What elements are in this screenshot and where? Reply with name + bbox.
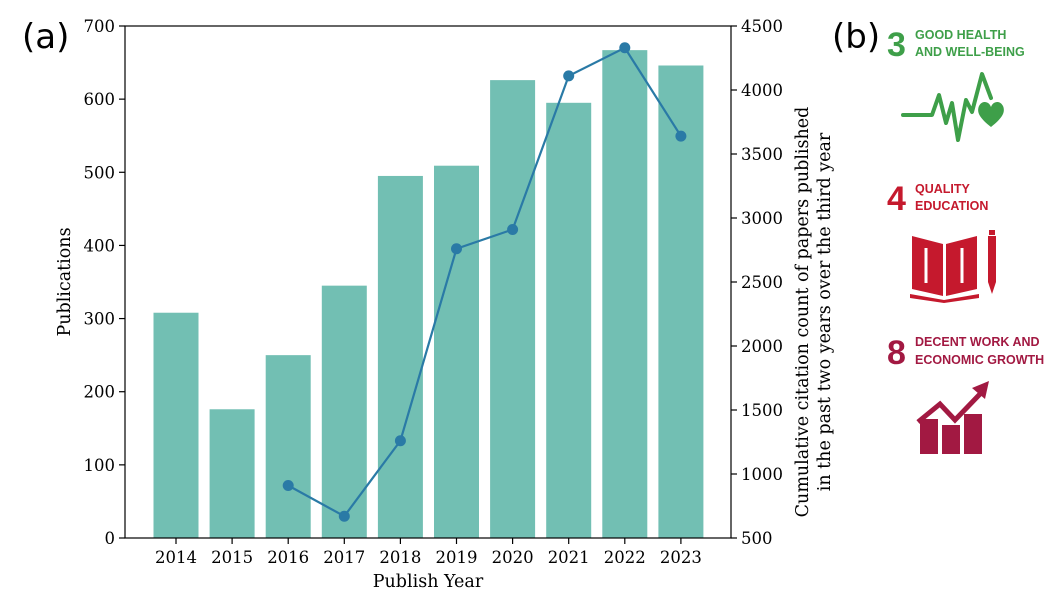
panel-b-label: (b)	[832, 17, 880, 57]
heartbeat-icon	[901, 72, 1004, 142]
right-axis-ticks: 500 1000 1500 2000 2500 3000 3500 4000 4500	[731, 17, 783, 548]
y2-axis-title-line2: in the past two years over the third yea…	[815, 132, 835, 491]
y2-axis-title-line1: Cumulative citation count of papers publ…	[793, 107, 813, 518]
y-tick-label: 0	[105, 529, 116, 548]
y-tick-label: 300	[84, 310, 116, 329]
sdg-8-title-line1: DECENT WORK AND	[915, 335, 1040, 349]
y2-tick-label: 4500	[741, 17, 783, 36]
x-axis-ticks: 2014 2015 2016 2017 2018 2019 2020 2021 2022 2023	[155, 538, 702, 567]
sdg-3-title-line1: GOOD HEALTH	[915, 28, 1006, 42]
bar-2016	[265, 355, 311, 538]
sdg-8-title-line2: ECONOMIC GROWTH	[915, 353, 1044, 367]
bar-2014	[153, 312, 199, 538]
bar-2018	[377, 175, 423, 538]
x-tick-label: 2017	[323, 548, 365, 567]
bar-2017	[321, 285, 367, 538]
bar-2022	[602, 50, 648, 538]
bar-2020	[490, 80, 536, 538]
sdg-4-number: 4	[887, 180, 906, 218]
point-2019	[451, 243, 462, 255]
sdg-4-badge: 4 QUALITY EDUCATION	[887, 180, 996, 303]
x-tick-label: 2022	[604, 548, 646, 567]
point-2022	[619, 42, 631, 54]
bar-2023	[658, 65, 704, 539]
y2-tick-label: 4000	[741, 81, 783, 100]
y-axis-title: Publications	[55, 227, 75, 336]
y-tick-label: 200	[84, 383, 116, 402]
point-2020	[507, 224, 519, 236]
sdg-3-badge: 3 GOOD HEALTH AND WELL-BEING	[887, 26, 1025, 142]
x-tick-label: 2018	[379, 548, 421, 567]
sdg-3-title-line2: AND WELL-BEING	[915, 45, 1025, 59]
left-axis-ticks: 0 100 200 300 400 500 600 700	[84, 17, 125, 548]
bar-2015	[209, 409, 255, 538]
point-2016	[282, 480, 294, 492]
sdg-8-number: 8	[887, 334, 906, 372]
sdg-4-title-line1: QUALITY	[915, 182, 971, 196]
y2-tick-label: 2500	[741, 273, 783, 292]
growth-chart-icon	[916, 381, 989, 454]
panel-a-label: (a)	[22, 17, 69, 57]
citation-line	[287, 46, 682, 518]
x-tick-label: 2023	[660, 548, 702, 567]
y-tick-label: 100	[84, 456, 116, 475]
point-2017	[338, 510, 350, 522]
y-tick-label: 700	[84, 17, 116, 36]
x-tick-label: 2019	[436, 548, 478, 567]
y2-tick-label: 500	[741, 529, 773, 548]
x-tick-label: 2014	[155, 548, 197, 567]
line-series	[282, 42, 687, 522]
y2-tick-label: 3500	[741, 145, 783, 164]
sdg-4-title-line2: EDUCATION	[915, 199, 988, 213]
x-tick-label: 2016	[267, 548, 309, 567]
y-tick-label: 600	[84, 90, 116, 109]
y2-tick-label: 3000	[741, 209, 783, 228]
book-pencil-icon	[910, 230, 996, 303]
x-axis-title: Publish Year	[373, 572, 484, 592]
bar-2021	[546, 102, 592, 539]
y2-tick-label: 1000	[741, 465, 783, 484]
plot-area: 0 100 200 300 400 500 600 700 500 1000 1500 2000 25…	[84, 17, 784, 567]
sdg-8-badge: 8 DECENT WORK AND ECONOMIC GROWTH	[887, 334, 1044, 454]
y-tick-label: 500	[84, 163, 116, 182]
bar-2019	[434, 165, 479, 538]
y2-tick-label: 1500	[741, 401, 783, 420]
point-2021	[563, 70, 575, 82]
x-tick-label: 2020	[492, 548, 534, 567]
bar-series	[153, 50, 704, 539]
y-tick-label: 400	[84, 236, 116, 255]
sdg-3-number: 3	[887, 26, 906, 64]
point-2023	[675, 130, 687, 142]
y2-tick-label: 2000	[741, 337, 783, 356]
x-tick-label: 2021	[548, 548, 590, 567]
point-2018	[394, 435, 406, 447]
x-tick-label: 2015	[211, 548, 253, 567]
